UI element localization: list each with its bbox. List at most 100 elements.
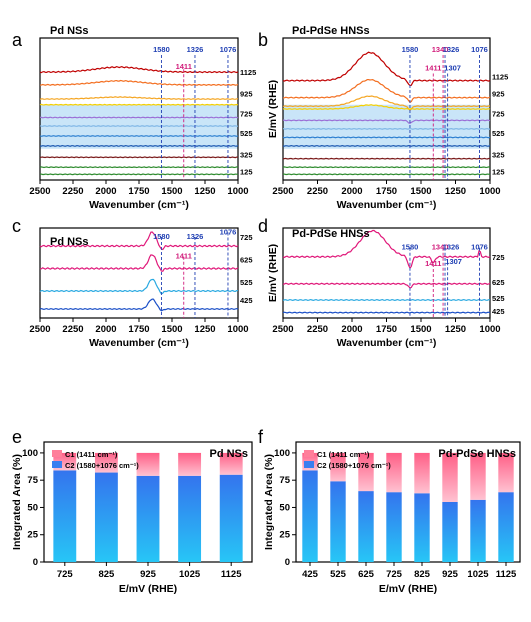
bar-c2 <box>498 492 514 562</box>
potential-label: 725 <box>240 109 253 118</box>
panel-title: Pd NSs <box>50 236 89 248</box>
potential-band <box>283 104 490 149</box>
peak-label: 1580 <box>153 232 170 241</box>
peak-label: 1326 <box>187 45 204 54</box>
spectrum-trace <box>282 136 491 139</box>
spectrum-trace <box>282 78 491 104</box>
x-tick-label: 2000 <box>95 186 116 197</box>
peak-label: 1580 <box>153 45 170 54</box>
potential-label: 425 <box>492 307 505 316</box>
y-axis-label: E/mV (RHE) <box>267 244 279 302</box>
y-tick-label: 25 <box>27 530 38 541</box>
spectrum-trace <box>39 298 239 312</box>
spectrum-trace <box>282 104 491 110</box>
bar-c2 <box>442 502 458 562</box>
y-tick-label: 0 <box>285 557 290 568</box>
peak-label: 1340 <box>432 45 449 54</box>
spectrum-trace <box>39 116 239 119</box>
potential-label: 525 <box>492 294 505 303</box>
x-tick-label: 1500 <box>410 186 431 197</box>
peak-label: 1411 <box>425 259 441 268</box>
x-tick-label: 2500 <box>272 324 293 335</box>
x-tick-label: 2500 <box>29 324 50 335</box>
peak-label: 1340 <box>432 243 449 252</box>
x-tick-label: 1250 <box>445 186 466 197</box>
x-tick-label: 825 <box>414 569 431 580</box>
spectrum-trace <box>39 156 239 159</box>
peak-label: 1076 <box>220 45 237 54</box>
spectrum-trace <box>39 166 239 169</box>
bar-c1 <box>414 452 430 494</box>
spectrum-trace <box>39 135 239 137</box>
x-tick-label: 925 <box>442 569 459 580</box>
spectrum-trace <box>282 51 491 87</box>
x-tick-label: 2000 <box>341 324 362 335</box>
y-tick-label: 50 <box>279 502 290 513</box>
legend-swatch-c1 <box>304 450 314 457</box>
plot-frame <box>295 441 521 563</box>
bar-c2 <box>358 491 374 562</box>
peak-label: 1580 <box>402 45 419 54</box>
spectrum-trace <box>282 282 491 289</box>
peak-label: 1326 <box>187 232 204 241</box>
spectrum-trace <box>39 173 239 176</box>
spectrum-trace <box>283 144 491 147</box>
x-tick-label: 1000 <box>479 324 500 335</box>
bar-c2 <box>53 470 77 562</box>
x-axis-label: E/mV (RHE) <box>119 583 177 595</box>
potential-label: 525 <box>240 129 253 138</box>
x-tick-label: 1250 <box>194 186 215 197</box>
x-tick-label: 1750 <box>128 186 149 197</box>
panel-title: Pd-PdSe HNSs <box>292 228 370 240</box>
x-axis-label: Wavenumber (cm⁻¹) <box>337 337 437 349</box>
x-tick-label: 1000 <box>479 186 500 197</box>
potential-label: 425 <box>240 296 253 305</box>
peak-label: 1411 <box>176 62 192 71</box>
bar-c1 <box>178 452 202 476</box>
peak-label: 1307 <box>444 64 461 73</box>
legend-swatch-c2 <box>52 461 62 468</box>
panel-title: Pd NSs <box>50 25 89 37</box>
peak-label: 1326 <box>443 243 460 252</box>
x-tick-label: 1250 <box>194 324 215 335</box>
x-tick-label: 1125 <box>496 569 517 580</box>
potential-label: 525 <box>492 129 505 138</box>
panel-letter: a <box>12 30 23 50</box>
bar-c1 <box>219 452 243 475</box>
potential-label: 725 <box>240 233 253 242</box>
y-axis-label: E/mV (RHE) <box>267 80 279 138</box>
potential-label: 725 <box>492 109 505 118</box>
x-tick-label: 1500 <box>161 324 182 335</box>
spectrum-trace <box>39 254 239 272</box>
x-tick-label: 2250 <box>62 186 83 197</box>
x-tick-label: 2250 <box>307 324 328 335</box>
x-tick-label: 1025 <box>467 569 489 580</box>
y-tick-label: 25 <box>279 530 290 541</box>
legend-label-c2: C2 (1580+1076 cm⁻¹) <box>317 461 391 470</box>
potential-label: 325 <box>492 150 505 159</box>
bar-c2 <box>302 470 318 562</box>
y-tick-label: 100 <box>274 448 290 459</box>
spectrum-trace <box>39 103 239 106</box>
x-axis-label: Wavenumber (cm⁻¹) <box>337 199 437 211</box>
legend-swatch-c1 <box>52 450 62 457</box>
bar-c2 <box>470 499 486 562</box>
spectrum-trace <box>39 65 239 74</box>
spectrum-trace <box>282 157 490 160</box>
peak-label: 1580 <box>402 243 419 252</box>
x-tick-label: 1250 <box>445 324 466 335</box>
x-tick-label: 1500 <box>410 324 431 335</box>
peak-label: 1076 <box>471 243 488 252</box>
spectrum-trace <box>39 125 238 127</box>
bar-c2 <box>178 475 202 562</box>
potential-label: 625 <box>492 278 505 287</box>
potential-label: 525 <box>240 278 253 287</box>
x-tick-label: 525 <box>330 569 347 580</box>
bar-c2 <box>330 481 346 562</box>
potential-label: 625 <box>240 256 253 265</box>
y-tick-label: 100 <box>22 448 38 459</box>
x-tick-label: 1750 <box>376 186 397 197</box>
x-tick-label: 725 <box>386 569 403 580</box>
spectrum-trace <box>282 229 491 270</box>
